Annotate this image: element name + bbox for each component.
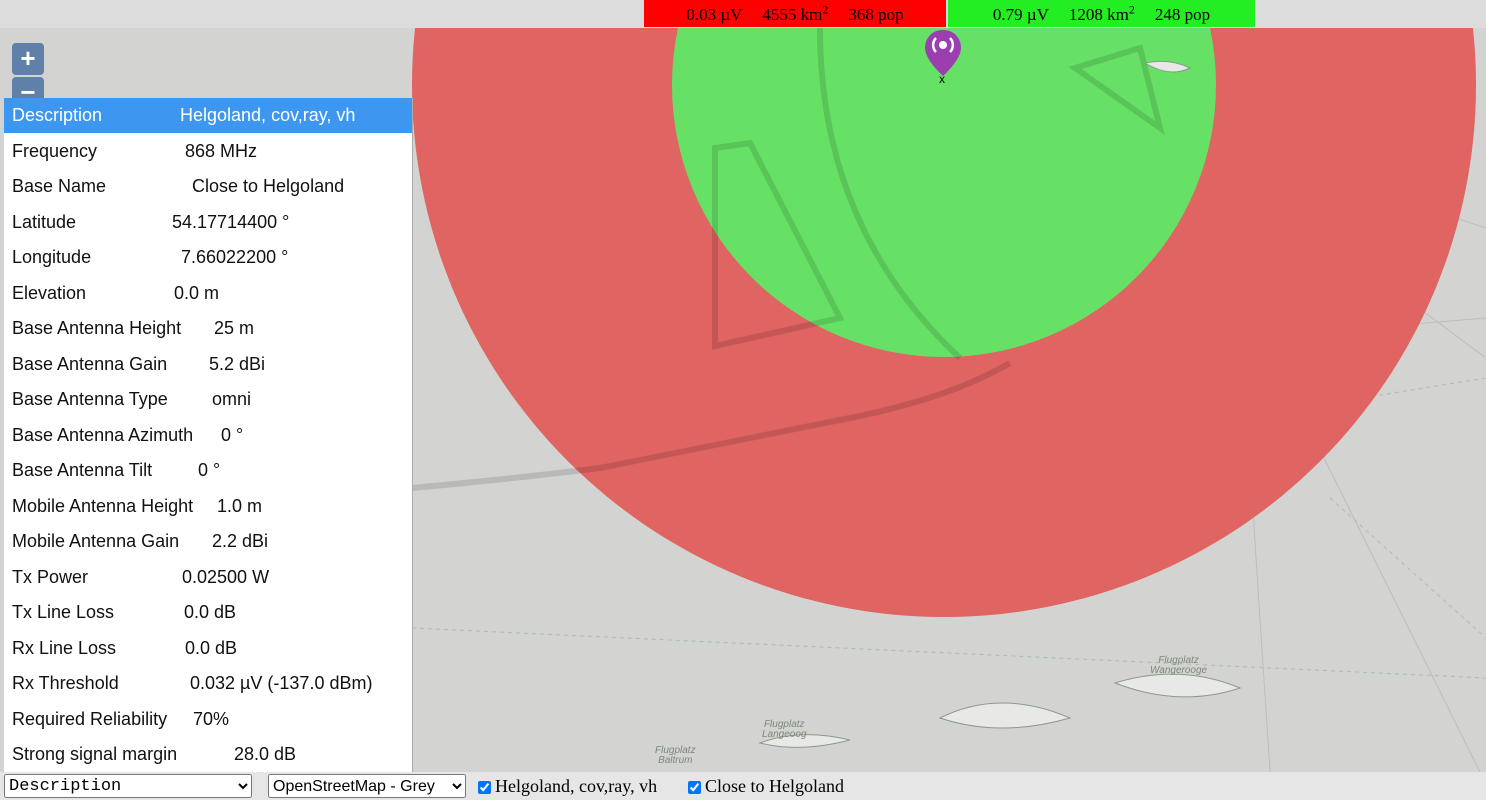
map-label: Flugplatz Wangerooge bbox=[1150, 656, 1207, 676]
row-value: 0 ° bbox=[198, 460, 221, 481]
row-label: Elevation bbox=[12, 282, 87, 303]
header-label: Description bbox=[12, 105, 103, 125]
coverage-legend: 0.79 µV 1208 km2 248 pop bbox=[948, 0, 1255, 27]
row-value: 28.0 dB bbox=[234, 743, 297, 764]
panel-row: Base Antenna Gain 5.2 dBi bbox=[4, 347, 412, 382]
row-label: Mobile Antenna Gain bbox=[12, 531, 180, 552]
layer-name: Close to Helgoland bbox=[705, 776, 844, 796]
site-marker[interactable] bbox=[923, 28, 963, 78]
panel-row: Mobile Antenna Height 1.0 m bbox=[4, 489, 412, 524]
map-label-line: Langeoog bbox=[762, 729, 807, 740]
panel-row: Rx Threshold 0.032 µV (-137.0 dBm) bbox=[4, 666, 412, 701]
row-value: 0.0 m bbox=[174, 282, 220, 303]
panel-select[interactable]: Description bbox=[4, 774, 252, 798]
row-label: Base Antenna Type bbox=[12, 389, 168, 410]
row-value: 70% bbox=[193, 708, 230, 729]
row-value: 2.2 dBi bbox=[212, 531, 269, 552]
row-value: 1.0 m bbox=[217, 495, 263, 516]
legend-area-exponent: 2 bbox=[1128, 2, 1135, 17]
panel-row: Frequency 868 MHz bbox=[4, 134, 412, 169]
panel-row: Elevation 0.0 m bbox=[4, 276, 412, 311]
legend-area: 4555 km2 bbox=[762, 2, 829, 24]
row-label: Base Antenna Tilt bbox=[12, 460, 153, 481]
legend-area-exponent: 2 bbox=[822, 2, 829, 17]
row-value: 54.17714400 ° bbox=[172, 211, 290, 232]
row-value: 0.032 µV (-137.0 dBm) bbox=[190, 673, 373, 694]
map-label: Flugplatz Baltrum bbox=[655, 746, 696, 766]
row-value: 0.0 dB bbox=[185, 637, 238, 658]
row-label: Tx Power bbox=[12, 566, 89, 587]
marker-label: x bbox=[939, 72, 945, 86]
row-label: Base Antenna Gain bbox=[12, 353, 168, 374]
panel-row: Strong signal margin 28.0 dB bbox=[4, 737, 412, 772]
legend-area: 1208 km2 bbox=[1068, 2, 1135, 24]
legend-population: 248 pop bbox=[1154, 5, 1211, 24]
row-value: 5.2 dBi bbox=[209, 353, 266, 374]
row-label: Rx Line Loss bbox=[12, 637, 117, 658]
row-label: Base Antenna Height bbox=[12, 318, 182, 339]
row-label: Mobile Antenna Height bbox=[12, 495, 194, 516]
map-label-line: Flugplatz bbox=[763, 719, 805, 730]
map-layer bbox=[411, 28, 1486, 772]
row-label: Base Name bbox=[12, 176, 107, 197]
panel-row: Required Reliability 70% bbox=[4, 702, 412, 737]
row-label: Longitude bbox=[12, 247, 92, 268]
row-value: 0.02500 W bbox=[182, 566, 270, 587]
map-label-line: Flugplatz bbox=[655, 745, 696, 756]
row-label: Strong signal margin bbox=[12, 743, 178, 764]
row-label: Tx Line Loss bbox=[12, 602, 115, 623]
panel-header: Description Helgoland, cov,ray, vh bbox=[4, 98, 412, 133]
layer-name: Helgoland, cov,ray, vh bbox=[495, 776, 658, 796]
legend-level: 0.03 µV bbox=[686, 5, 743, 24]
map-label-line: Baltrum bbox=[658, 755, 693, 766]
map-label: Flugplatz Langeoog bbox=[762, 720, 807, 740]
layer-toggle: Helgoland, cov,ray, vh bbox=[478, 774, 657, 798]
panel-row: Base Antenna Height 25 m bbox=[4, 311, 412, 346]
coverage-legend: 0.03 µV 4555 km2 368 pop bbox=[644, 0, 946, 27]
row-label: Rx Threshold bbox=[12, 673, 119, 694]
layer-checkbox[interactable] bbox=[688, 781, 701, 794]
row-value: 25 m bbox=[214, 318, 255, 339]
coverage-strong bbox=[672, 28, 1216, 357]
row-label: Base Antenna Azimuth bbox=[12, 424, 194, 445]
layer-toggle: Close to Helgoland bbox=[688, 774, 844, 798]
panel-row: Base Antenna Azimuth 0 ° bbox=[4, 418, 412, 453]
row-value: 7.66022200 ° bbox=[181, 247, 289, 268]
layer-checkbox[interactable] bbox=[478, 781, 491, 794]
panel-row: Base Antenna Type omni bbox=[4, 382, 412, 417]
panel-row: Tx Power 0.02500 W bbox=[4, 560, 412, 595]
control-bar: Description OpenStreetMap - Grey Helgoland… bbox=[0, 772, 1486, 800]
row-label: Frequency bbox=[12, 141, 98, 161]
header-value: Helgoland, cov,ray, vh bbox=[180, 105, 356, 125]
panel-row: Latitude 54.17714400 ° bbox=[4, 205, 412, 240]
layer-select[interactable]: OpenStreetMap - Grey bbox=[268, 774, 466, 798]
legend-population: 368 pop bbox=[848, 5, 904, 24]
panel-row: Tx Line Loss 0.0 dB bbox=[4, 595, 412, 630]
row-value: omni bbox=[212, 389, 252, 410]
map-label-line: Wangerooge bbox=[1150, 665, 1208, 676]
row-value: 0.0 dB bbox=[184, 602, 237, 623]
panel-row: Rx Line Loss 0.0 dB bbox=[4, 631, 412, 666]
legend-level: 0.79 µV bbox=[992, 5, 1049, 24]
row-value: 0 ° bbox=[221, 424, 244, 445]
panel-row: Longitude 7.66022200 ° bbox=[4, 240, 412, 275]
panel-row: Base Name Close to Helgoland bbox=[4, 169, 412, 204]
map-label-line: Flugplatz bbox=[1158, 655, 1199, 666]
panel-row: Mobile Antenna Gain 2.2 dBi bbox=[4, 524, 412, 559]
row-value: Close to Helgoland bbox=[192, 176, 345, 197]
row-label: Required Reliability bbox=[12, 708, 168, 729]
row-value: 868 MHz bbox=[185, 141, 258, 161]
zoom-in[interactable]: + bbox=[12, 43, 44, 75]
row-label: Latitude bbox=[12, 211, 77, 232]
info-panel: Description Helgoland, cov,ray, vh Frequen… bbox=[4, 98, 413, 772]
panel-row: Base Antenna Tilt 0 ° bbox=[4, 453, 412, 488]
